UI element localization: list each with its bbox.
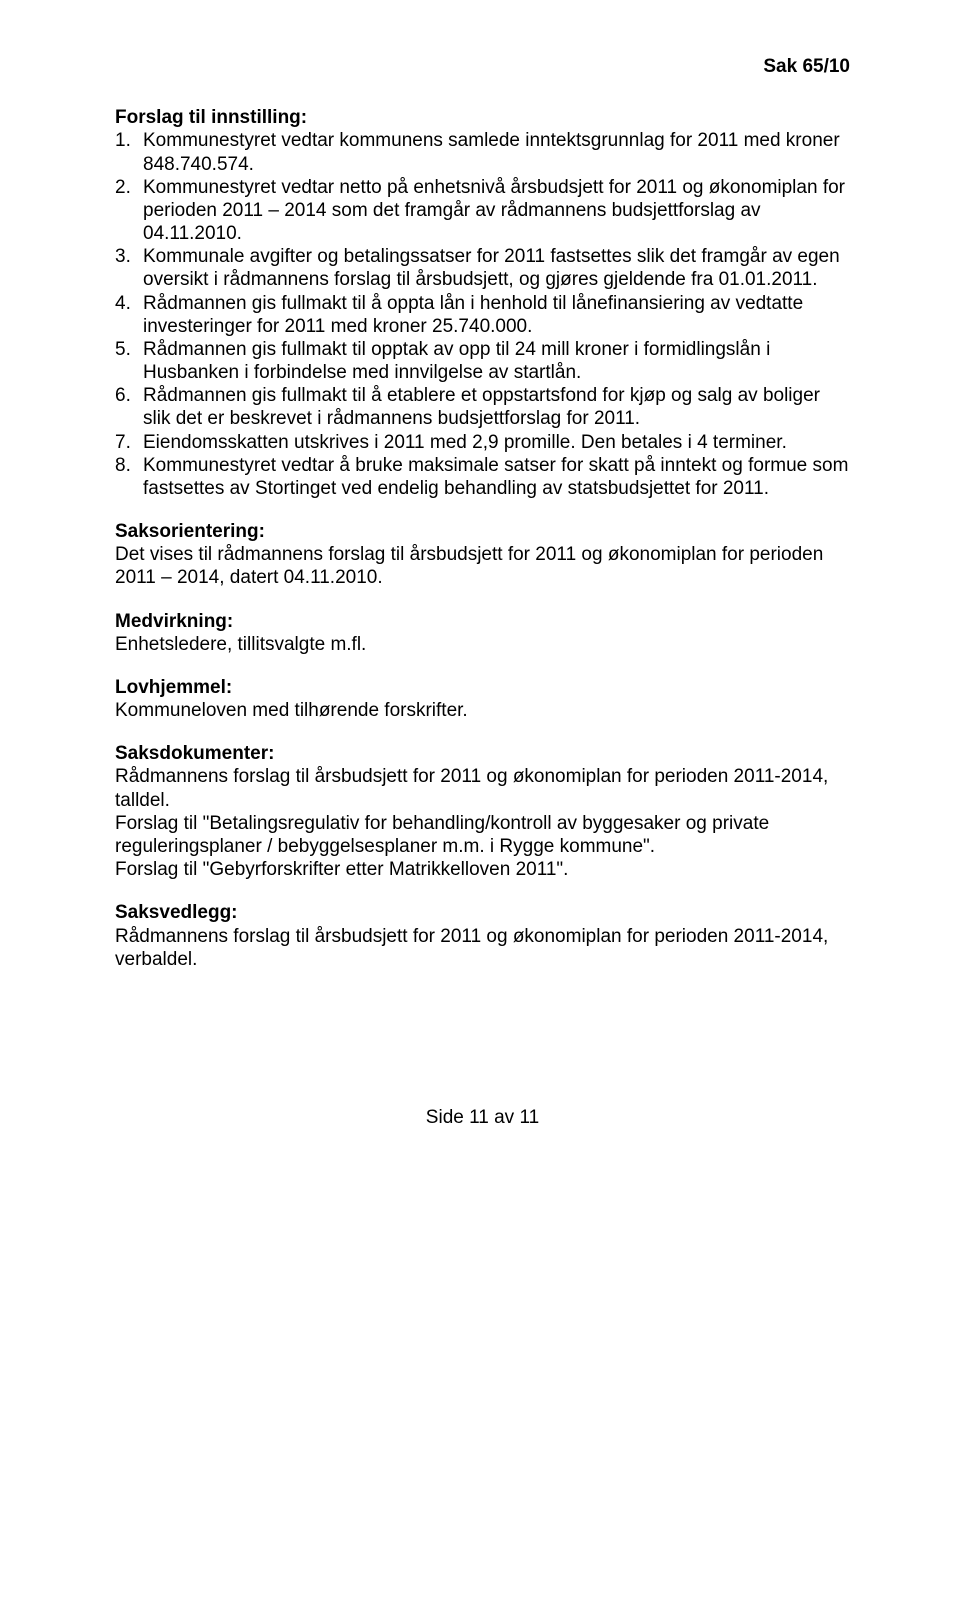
forslag-heading: Forslag til innstilling: [115,106,850,129]
list-item: 5. Rådmannen gis fullmakt til opptak av o… [115,338,850,384]
saksvedlegg-heading: Saksvedlegg: [115,901,850,924]
list-item-text: Rådmannen gis fullmakt til å etablere et… [143,385,820,429]
list-item-number: 4. [115,292,131,315]
lovhjemmel-heading: Lovhjemmel: [115,676,850,699]
list-item-number: 2. [115,176,131,199]
page-footer: Side 11 av 11 [115,1106,850,1129]
saksorientering-heading: Saksorientering: [115,520,850,543]
list-item-number: 3. [115,245,131,268]
case-reference: Sak 65/10 [115,55,850,78]
list-item: 6. Rådmannen gis fullmakt til å etablere … [115,384,850,430]
medvirkning-body: Enhetsledere, tillitsvalgte m.fl. [115,633,850,656]
list-item-number: 1. [115,129,131,152]
list-item-number: 6. [115,384,131,407]
list-item-number: 5. [115,338,131,361]
list-item-number: 7. [115,431,131,454]
list-item: 3. Kommunale avgifter og betalingssatser … [115,245,850,291]
list-item: 7. Eiendomsskatten utskrives i 2011 med 2… [115,431,850,454]
list-item-text: Kommunale avgifter og betalingssatser fo… [143,246,840,290]
list-item: 2. Kommunestyret vedtar netto på enhetsni… [115,176,850,246]
list-item-text: Rådmannen gis fullmakt til opptak av opp… [143,339,770,383]
saksdokumenter-heading: Saksdokumenter: [115,742,850,765]
list-item-text: Kommunestyret vedtar å bruke maksimale s… [143,455,848,499]
saksdokumenter-line: Forslag til "Betalingsregulativ for beha… [115,812,850,858]
forslag-list: 1. Kommunestyret vedtar kommunens samlede… [115,129,850,500]
saksvedlegg-body: Rådmannens forslag til årsbudsjett for 2… [115,925,850,971]
list-item-text: Kommunestyret vedtar kommunens samlede i… [143,130,840,174]
lovhjemmel-body: Kommuneloven med tilhørende forskrifter. [115,699,850,722]
list-item: 1. Kommunestyret vedtar kommunens samlede… [115,129,850,175]
list-item: 8. Kommunestyret vedtar å bruke maksimale… [115,454,850,500]
saksdokumenter-line: Rådmannens forslag til årsbudsjett for 2… [115,765,850,811]
saksdokumenter-line: Forslag til "Gebyrforskrifter etter Matr… [115,858,850,881]
list-item-text: Rådmannen gis fullmakt til å oppta lån i… [143,293,803,337]
list-item-number: 8. [115,454,131,477]
list-item-text: Kommunestyret vedtar netto på enhetsnivå… [143,177,845,244]
list-item-text: Eiendomsskatten utskrives i 2011 med 2,9… [143,432,787,453]
saksorientering-body: Det vises til rådmannens forslag til års… [115,543,850,589]
medvirkning-heading: Medvirkning: [115,610,850,633]
list-item: 4. Rådmannen gis fullmakt til å oppta lån… [115,292,850,338]
